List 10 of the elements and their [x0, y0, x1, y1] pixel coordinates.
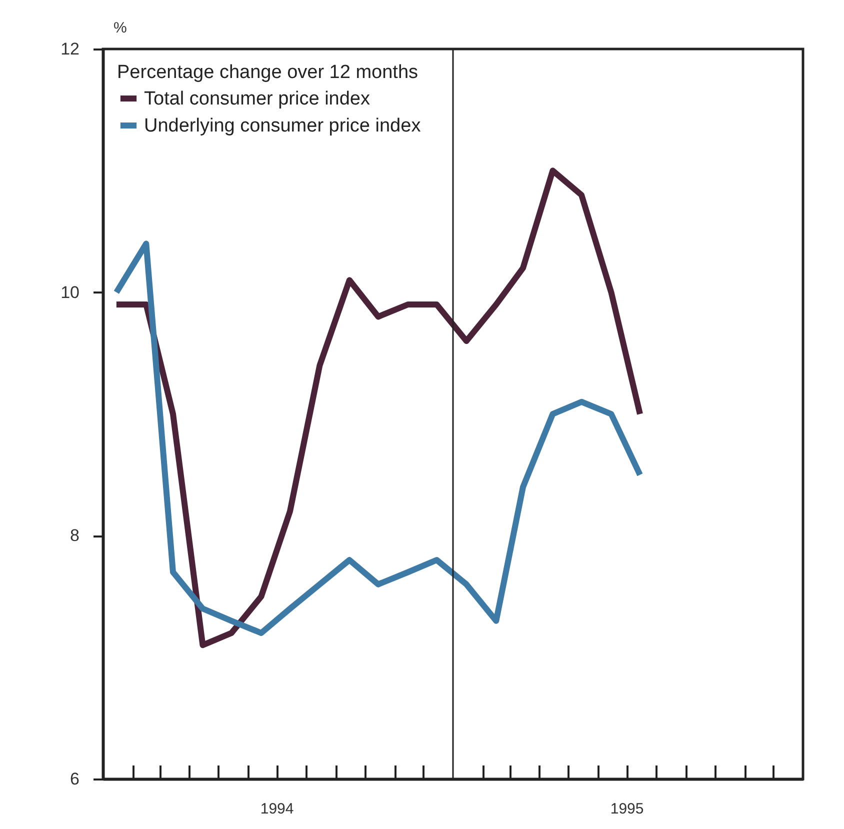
y-tick-label: 10 [60, 282, 80, 302]
y-tick-label: 12 [60, 40, 80, 58]
legend-label: Total consumer price index [144, 88, 370, 110]
x-tick-label: 1995 [610, 800, 644, 818]
y-axis-title: % [114, 20, 127, 36]
legend-label: Underlying consumer price index [144, 116, 422, 136]
legend-title: Percentage change over 12 months [117, 62, 418, 83]
y-tick-label: 6 [70, 770, 80, 788]
x-tick-label: 1994 [260, 800, 294, 818]
y-tick-label: 8 [70, 526, 80, 546]
